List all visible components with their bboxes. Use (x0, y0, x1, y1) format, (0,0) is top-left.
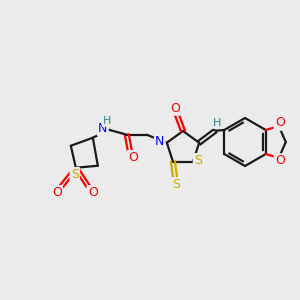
Text: S: S (194, 154, 202, 167)
Text: O: O (275, 154, 285, 167)
Text: N: N (98, 122, 107, 135)
Text: H: H (213, 118, 221, 128)
Text: S: S (172, 178, 180, 191)
Text: O: O (170, 101, 180, 115)
Text: O: O (128, 151, 138, 164)
Text: N: N (155, 135, 164, 148)
Text: O: O (52, 186, 62, 199)
Text: S: S (71, 168, 79, 181)
Text: O: O (275, 116, 285, 130)
Text: O: O (88, 186, 98, 199)
Text: H: H (103, 116, 111, 126)
